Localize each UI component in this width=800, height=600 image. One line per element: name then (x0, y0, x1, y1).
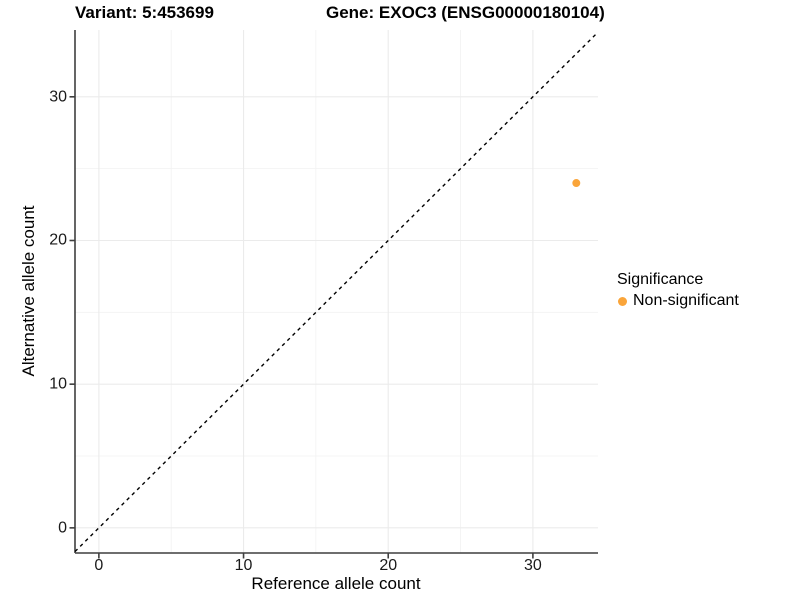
x-tick-label: 30 (523, 557, 542, 574)
legend-item: Non-significant (617, 292, 739, 310)
y-axis-title: Alternative allele count (19, 205, 38, 377)
variant-title: Variant: 5:453699 (75, 3, 214, 22)
y-tick-label: 20 (49, 231, 67, 249)
data-point (572, 179, 581, 188)
legend-title: Significance (617, 271, 704, 288)
x-tick-label: 20 (379, 557, 398, 574)
y-tick-label: 0 (58, 519, 67, 537)
x-tick-label: 0 (94, 557, 104, 574)
identity-reference-line (74, 31, 599, 553)
legend: Significance Non-significant (617, 270, 739, 310)
y-tick-label: 30 (49, 88, 67, 106)
x-tick-label: 10 (234, 557, 253, 574)
legend-point-icon (618, 296, 627, 306)
legend-item-label: Non-significant (633, 292, 739, 309)
x-axis-title: Reference allele count (251, 574, 421, 593)
gene-title: Gene: EXOC3 (ENSG00000180104) (326, 3, 605, 22)
y-tick-label: 10 (49, 375, 67, 393)
